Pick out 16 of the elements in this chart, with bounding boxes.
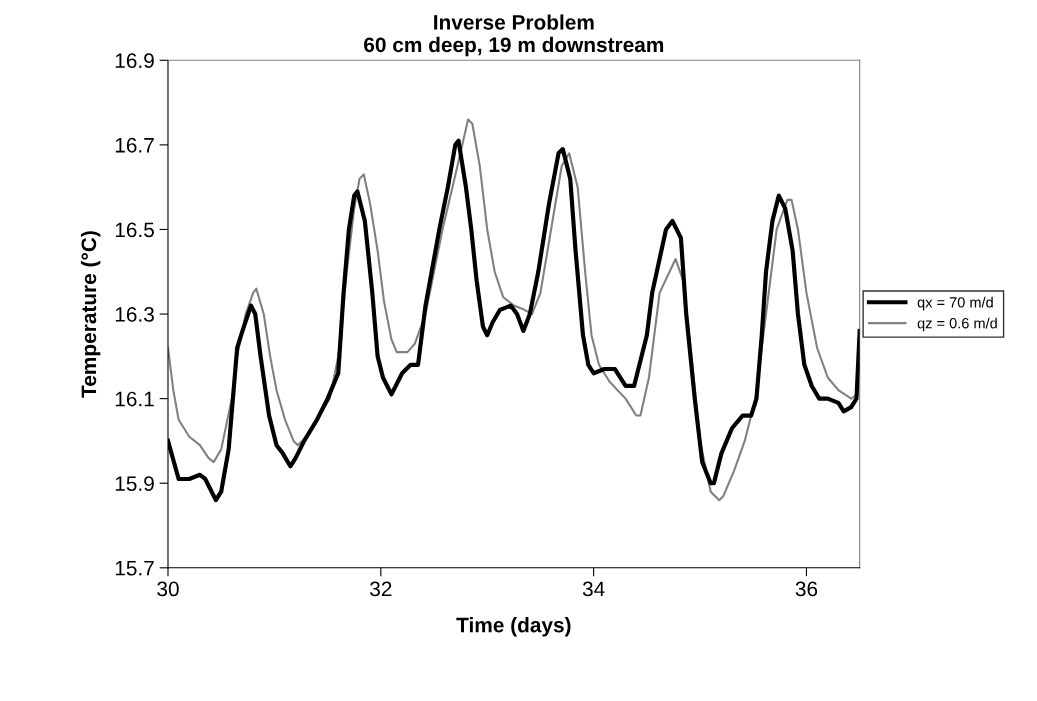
x-tick-label: 34 <box>582 581 605 597</box>
y-tick-label: 16.9 <box>115 53 154 69</box>
chart-title: Inverse Problem 60 cm deep, 19 m downstream <box>364 14 664 57</box>
x-tick-label: 32 <box>370 581 392 597</box>
y-axis-title: Temperature (°C) <box>80 231 101 398</box>
legend-label: qx = 70 m/d <box>917 296 993 311</box>
y-tick-label: 15.7 <box>115 561 154 576</box>
x-axis-title: Time (days) <box>456 617 571 637</box>
y-tick-label: 16.1 <box>115 391 154 407</box>
y-tick-label: 16.5 <box>115 222 154 238</box>
y-tick-label: 16.3 <box>115 307 154 322</box>
y-tick-label: 15.9 <box>115 476 154 491</box>
x-tick-label: 36 <box>795 581 818 597</box>
x-tick-label: 30 <box>157 581 179 597</box>
legend-label: qz = 0.6 m/d <box>917 317 997 332</box>
y-tick-label: 16.7 <box>115 137 154 153</box>
